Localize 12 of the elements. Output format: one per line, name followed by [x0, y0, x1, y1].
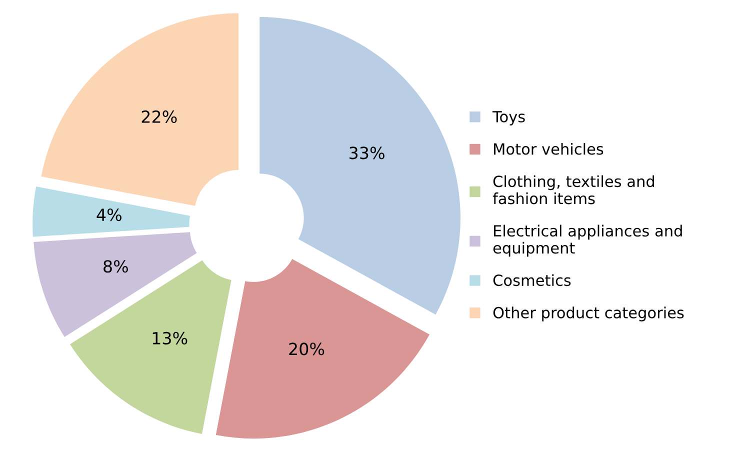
data-label: 8% [104, 260, 128, 273]
legend-label: Motor vehicles [494, 142, 604, 155]
legend-label: Clothing, textiles and fashion items [492, 175, 654, 204]
data-label: 4% [96, 208, 122, 222]
data-label: 33% [350, 146, 384, 160]
legend-label: Electrical appliances and equipment [493, 224, 682, 257]
data-label: 20% [289, 342, 324, 356]
legend-label: Other product categories [493, 306, 684, 322]
data-label: 22% [142, 110, 177, 124]
legend-label: Cosmetics [493, 274, 571, 286]
legend-label: Toys [492, 111, 525, 126]
data-label: 13% [152, 332, 188, 344]
